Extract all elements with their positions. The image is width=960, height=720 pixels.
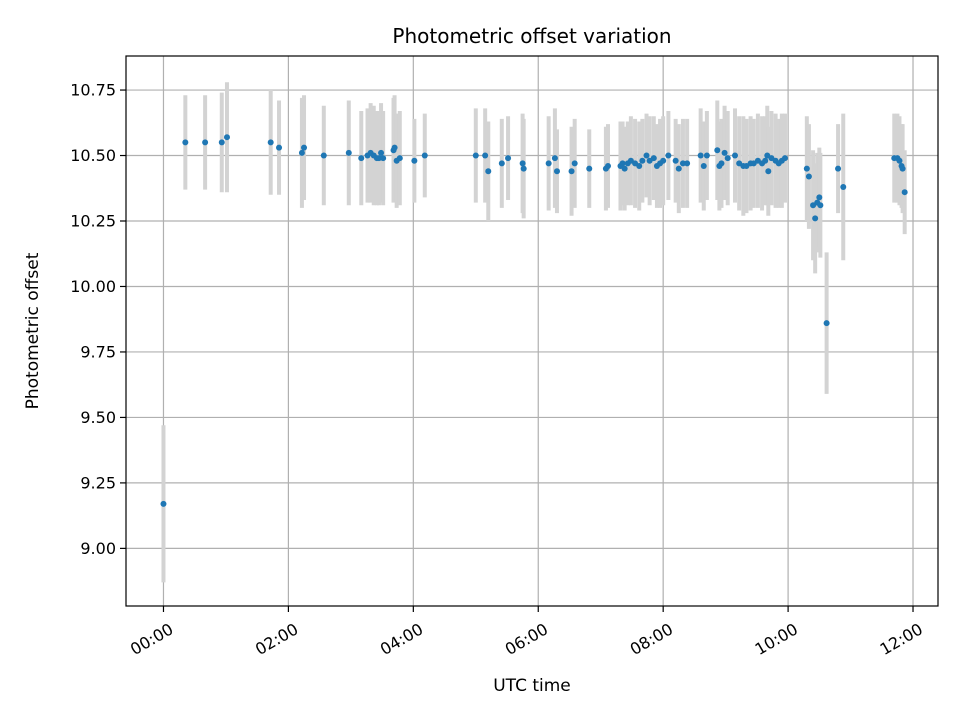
data-point	[703, 152, 710, 159]
data-point	[520, 165, 527, 172]
data-point	[485, 168, 492, 175]
y-tick-label: 10.75	[70, 81, 116, 100]
data-point	[621, 165, 628, 172]
chart-title: Photometric offset variation	[392, 24, 671, 48]
data-point	[505, 155, 512, 162]
data-point	[396, 155, 403, 162]
data-point	[732, 152, 738, 159]
data-point	[803, 165, 810, 172]
data-point	[202, 139, 209, 146]
data-point	[345, 149, 352, 156]
y-tick-label: 9.25	[80, 473, 116, 492]
data-point	[472, 152, 479, 159]
data-point	[498, 160, 505, 167]
data-point	[519, 160, 526, 167]
data-point	[619, 160, 626, 167]
data-point	[724, 155, 731, 162]
data-point	[816, 194, 823, 201]
y-tick-label: 9.75	[80, 342, 116, 361]
data-point	[301, 144, 308, 151]
data-point	[835, 165, 842, 172]
data-point	[762, 157, 769, 164]
y-tick-label: 10.25	[70, 212, 116, 231]
data-point	[375, 155, 382, 162]
data-point	[223, 134, 230, 141]
data-point	[718, 160, 725, 167]
data-point	[482, 152, 489, 159]
data-point	[840, 183, 847, 190]
grid	[126, 56, 938, 606]
plot-frame	[125, 55, 939, 607]
data-point	[568, 168, 575, 175]
data-point	[218, 139, 225, 146]
data-point	[765, 168, 772, 175]
data-point	[551, 155, 558, 162]
x-axis-label: UTC time	[493, 676, 571, 696]
data-point	[675, 165, 682, 172]
data-point	[896, 157, 903, 164]
data-point	[665, 152, 672, 159]
data-point	[391, 144, 398, 151]
data-point	[276, 144, 283, 151]
data-point	[679, 160, 686, 167]
data-point	[636, 163, 643, 169]
data-points	[160, 134, 908, 507]
data-point	[553, 168, 560, 175]
data-point	[805, 173, 812, 180]
data-point	[298, 149, 305, 156]
data-point	[660, 157, 667, 164]
data-point	[812, 215, 819, 222]
data-point	[182, 139, 189, 146]
y-tick-label: 9.50	[80, 408, 116, 427]
y-tick-label: 9.00	[80, 539, 116, 558]
data-point	[411, 157, 418, 164]
data-point	[267, 139, 274, 146]
data-point	[639, 157, 646, 164]
data-point	[700, 163, 707, 169]
data-point	[643, 152, 650, 159]
data-point	[684, 160, 691, 167]
data-point	[650, 155, 657, 162]
data-point	[714, 147, 721, 154]
data-point	[358, 155, 365, 162]
y-axis: 9.00 9.25 9.50 9.75 10.00 10.25 10.50 10.75	[70, 81, 126, 558]
data-point	[571, 160, 578, 167]
data-point	[817, 202, 824, 209]
data-point	[721, 149, 728, 156]
data-point	[160, 500, 167, 507]
data-point	[380, 155, 387, 162]
y-tick-label: 10.50	[70, 146, 116, 165]
data-point	[781, 155, 788, 162]
data-point	[421, 152, 428, 159]
data-point	[545, 160, 552, 167]
data-point	[586, 165, 593, 172]
data-point	[899, 165, 906, 172]
data-point	[672, 157, 679, 164]
data-point	[604, 163, 611, 169]
data-point	[320, 152, 327, 159]
data-point	[697, 152, 704, 159]
y-axis-label: Photometric offset	[23, 252, 43, 409]
data-point	[901, 189, 908, 196]
data-point	[823, 320, 830, 327]
y-tick-label: 10.00	[70, 277, 116, 296]
data-point	[378, 149, 385, 156]
